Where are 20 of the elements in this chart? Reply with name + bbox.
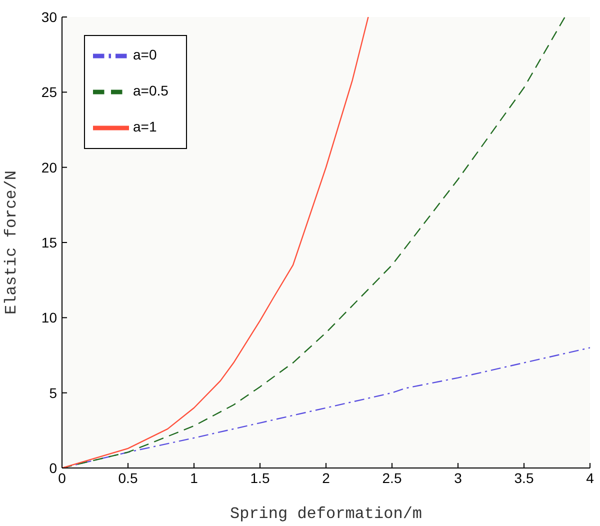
x-tick-label: 1 (190, 470, 198, 486)
x-tick-label: 4 (586, 470, 594, 486)
x-tick-label: 2.5 (382, 470, 402, 486)
x-tick-label: 0.5 (118, 470, 138, 486)
y-tick-label: 10 (41, 310, 58, 326)
y-tick-label: 5 (49, 384, 58, 401)
x-tick-label: 2 (322, 470, 330, 486)
legend-label: a=0 (133, 46, 157, 63)
y-tick-label: 15 (41, 234, 58, 250)
x-tick-label: 3 (454, 470, 462, 486)
y-tick-label: 0 (49, 460, 58, 476)
y-tick-label: 30 (41, 8, 58, 25)
y-axis-title: Elastic force/N (2, 170, 21, 315)
y-tick-label: 25 (41, 84, 58, 100)
legend-label: a=0.5 (133, 82, 168, 99)
legend-label: a=1 (133, 118, 157, 135)
x-tick-label: 3.5 (514, 470, 534, 486)
x-tick-label: 1.5 (250, 470, 270, 486)
x-axis-title: Spring deformation/m (230, 505, 422, 523)
y-tick-label: 20 (41, 159, 58, 176)
